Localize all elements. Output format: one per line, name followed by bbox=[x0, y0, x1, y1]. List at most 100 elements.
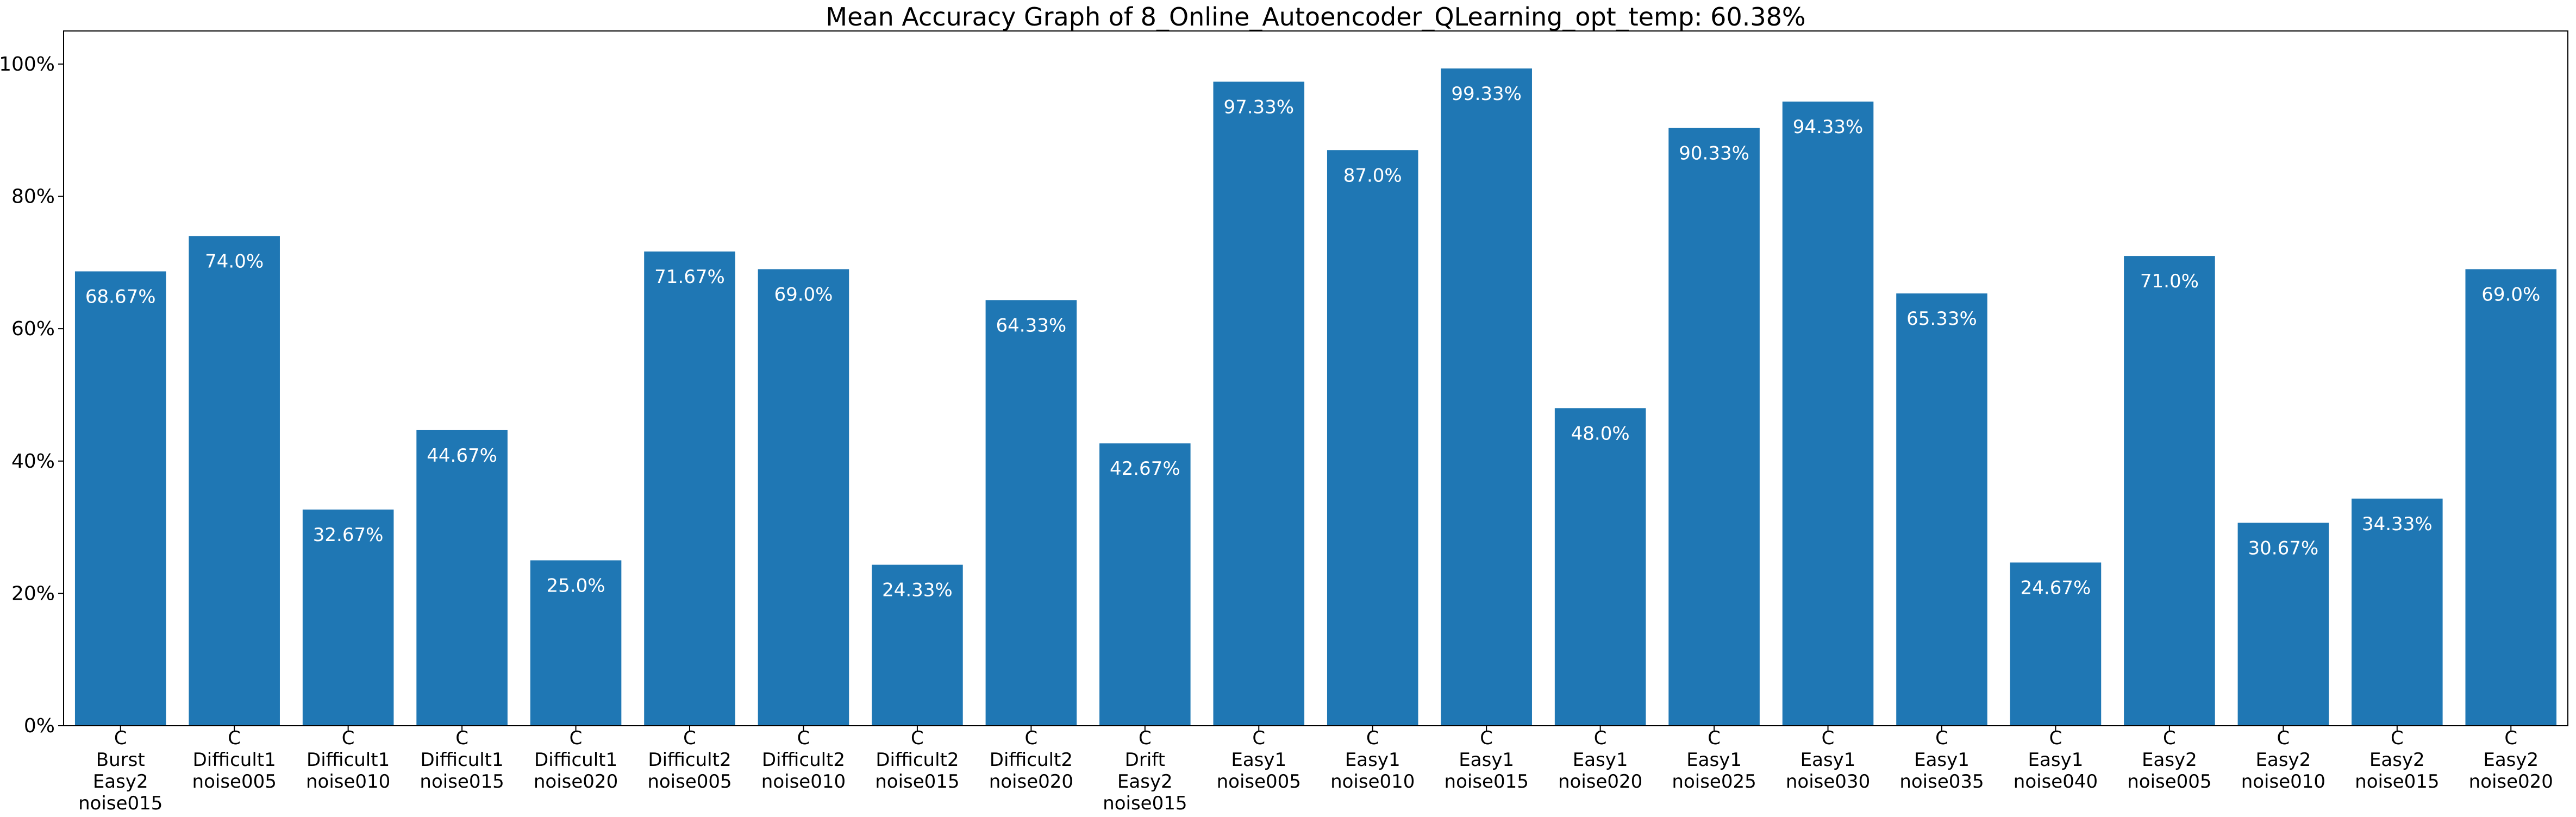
x-tick-label: C Easy1 noise030 bbox=[1786, 727, 1870, 793]
x-tick-label: C Difficult1 noise005 bbox=[192, 727, 277, 793]
x-tick-label-line: Difficult2 bbox=[876, 749, 959, 771]
bar bbox=[2465, 269, 2557, 726]
bar bbox=[1441, 68, 1532, 726]
x-tick-label-line: noise005 bbox=[647, 771, 731, 793]
x-tick-label-line: Easy1 bbox=[2028, 749, 2084, 771]
x-tick-label-line: noise015 bbox=[78, 793, 162, 814]
x-tick-label: C Drift Easy2 noise015 bbox=[1103, 727, 1187, 814]
x-tick-label-line: Easy1 bbox=[1914, 749, 1969, 771]
x-tick-label-line: noise020 bbox=[2469, 771, 2553, 793]
x-tick-label: C Easy1 noise015 bbox=[1445, 727, 1529, 793]
x-tick-label-line: C bbox=[570, 727, 583, 749]
bar-value-label: 64.33% bbox=[996, 315, 1067, 336]
x-tick-label-line: C bbox=[911, 727, 924, 749]
x-tick-label-line: noise005 bbox=[192, 771, 277, 793]
bar bbox=[644, 251, 735, 726]
y-tick-label: 100% bbox=[0, 53, 55, 76]
chart-title: Mean Accuracy Graph of 8_Online_Autoenco… bbox=[826, 2, 1805, 32]
bar-value-label: 74.0% bbox=[205, 251, 264, 273]
bar-value-label: 69.0% bbox=[2481, 284, 2540, 306]
x-tick-label-line: Difficult1 bbox=[193, 749, 276, 771]
bar bbox=[1896, 293, 1987, 726]
y-tick-label: 40% bbox=[11, 450, 55, 473]
x-tick-label-line: C bbox=[1480, 727, 1493, 749]
x-tick-label-line: C bbox=[1139, 727, 1152, 749]
x-tick-label-line: noise015 bbox=[1103, 793, 1187, 814]
x-tick-label: C Easy1 noise005 bbox=[1217, 727, 1301, 793]
x-tick-label-line: C bbox=[1935, 727, 1948, 749]
x-tick-label-line: Easy1 bbox=[1345, 749, 1400, 771]
bar bbox=[872, 564, 963, 726]
x-tick-label-line: C bbox=[1366, 727, 1379, 749]
x-tick-label-line: C bbox=[455, 727, 468, 749]
x-tick-label-line: noise015 bbox=[1445, 771, 1529, 793]
x-tick-label-line: Easy1 bbox=[1686, 749, 1742, 771]
bar-value-label: 24.67% bbox=[2021, 577, 2091, 599]
x-tick-label-line: C bbox=[2049, 727, 2062, 749]
x-tick-label: C Difficult1 noise010 bbox=[306, 727, 390, 793]
x-tick-label-line: Easy1 bbox=[1459, 749, 1514, 771]
x-tick-label: C Easy1 noise020 bbox=[1558, 727, 1642, 793]
x-tick-label-line: C bbox=[2504, 727, 2517, 749]
bar-value-label: 87.0% bbox=[1343, 165, 1402, 186]
bars-layer: 68.67% 74.0% 32.67% 44.67% 25.0% 71.67% 69.0% 2… bbox=[74, 68, 2557, 726]
bar bbox=[416, 430, 508, 726]
bar-value-label: 68.67% bbox=[85, 286, 156, 308]
x-tick-label-line: Difficult2 bbox=[762, 749, 845, 771]
x-tick-label: C Easy1 noise040 bbox=[2014, 727, 2098, 793]
x-tick-label-line: Drift bbox=[1125, 749, 1165, 771]
bar-value-label: 71.0% bbox=[2140, 271, 2199, 292]
bar-value-label: 71.67% bbox=[654, 266, 725, 288]
x-tick-label-line: C bbox=[1708, 727, 1721, 749]
bar-value-label: 48.0% bbox=[1571, 423, 1630, 444]
x-tick-label-line: C bbox=[228, 727, 241, 749]
x-tick-label-line: Difficult1 bbox=[534, 749, 617, 771]
bar bbox=[758, 269, 849, 726]
x-tick-label: C Easy2 noise010 bbox=[2241, 727, 2325, 793]
x-tick-label-line: C bbox=[1024, 727, 1037, 749]
x-tick-label-line: C bbox=[2163, 727, 2176, 749]
x-tick-label: C Easy2 noise020 bbox=[2469, 727, 2553, 793]
x-tick-label-line: Easy2 bbox=[2369, 749, 2425, 771]
x-tick-label-line: noise040 bbox=[2014, 771, 2098, 793]
x-tick-label-line: Easy1 bbox=[1231, 749, 1286, 771]
bar-value-label: 44.67% bbox=[427, 445, 497, 467]
x-tick-label: C Difficult1 noise020 bbox=[534, 727, 618, 793]
x-tick-label-line: C bbox=[1822, 727, 1835, 749]
bar-value-label: 25.0% bbox=[547, 575, 605, 596]
x-tick-label-line: noise035 bbox=[1899, 771, 1984, 793]
x-tick-label-line: noise015 bbox=[875, 771, 959, 793]
bar bbox=[2010, 562, 2102, 726]
x-tick-label-line: Difficult1 bbox=[421, 749, 504, 771]
x-tick-label-line: C bbox=[2277, 727, 2290, 749]
x-tick-label: C Easy2 noise005 bbox=[2127, 727, 2211, 793]
x-tick-label-line: Easy2 bbox=[2483, 749, 2539, 771]
x-tick-label-line: Difficult2 bbox=[990, 749, 1073, 771]
x-tick-label-line: C bbox=[683, 727, 696, 749]
bar-value-label: 32.67% bbox=[313, 524, 384, 546]
plot-frame bbox=[63, 30, 2568, 726]
bar bbox=[189, 236, 280, 726]
x-tick-label-line: Easy2 bbox=[93, 771, 148, 793]
x-tick-label-line: Easy1 bbox=[1800, 749, 1856, 771]
bar bbox=[1327, 150, 1418, 726]
bar-value-label: 24.33% bbox=[882, 580, 953, 601]
y-tick-label: 20% bbox=[11, 582, 55, 605]
x-tick-label: C Easy1 noise035 bbox=[1899, 727, 1984, 793]
x-tick-label-line: C bbox=[1252, 727, 1265, 749]
x-tick-label-line: C bbox=[797, 727, 810, 749]
y-tick-label: 0% bbox=[24, 715, 55, 737]
x-tick-label: C Difficult2 noise005 bbox=[647, 727, 731, 793]
bar bbox=[1213, 81, 1305, 726]
bar bbox=[74, 271, 166, 726]
x-tick-label-line: noise020 bbox=[989, 771, 1073, 793]
bar bbox=[2352, 498, 2443, 726]
x-tick-label-line: noise015 bbox=[420, 771, 504, 793]
x-tick-label-line: C bbox=[1594, 727, 1607, 749]
x-tick-label-line: Easy2 bbox=[1117, 771, 1173, 793]
x-tick-label-line: C bbox=[2391, 727, 2404, 749]
bar-value-label: 94.33% bbox=[1793, 116, 1864, 138]
y-tick-label: 80% bbox=[11, 186, 55, 208]
